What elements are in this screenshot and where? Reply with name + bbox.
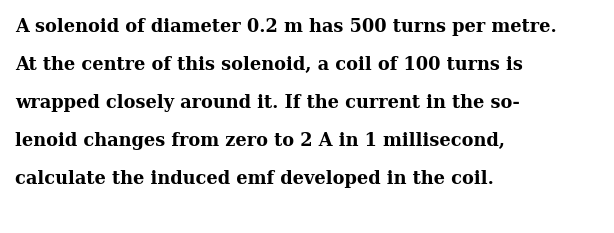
Text: calculate the induced emf developed in the coil.: calculate the induced emf developed in t… bbox=[15, 170, 494, 188]
Text: lenoid changes from zero to 2 A in 1 millisecond,: lenoid changes from zero to 2 A in 1 mil… bbox=[15, 132, 505, 150]
Text: A solenoid of diameter 0.2 m has 500 turns per metre.: A solenoid of diameter 0.2 m has 500 tur… bbox=[15, 18, 557, 36]
Text: At the centre of this solenoid, a coil of 100 turns is: At the centre of this solenoid, a coil o… bbox=[15, 56, 523, 74]
Text: wrapped closely around it. If the current in the so-: wrapped closely around it. If the curren… bbox=[15, 94, 520, 112]
